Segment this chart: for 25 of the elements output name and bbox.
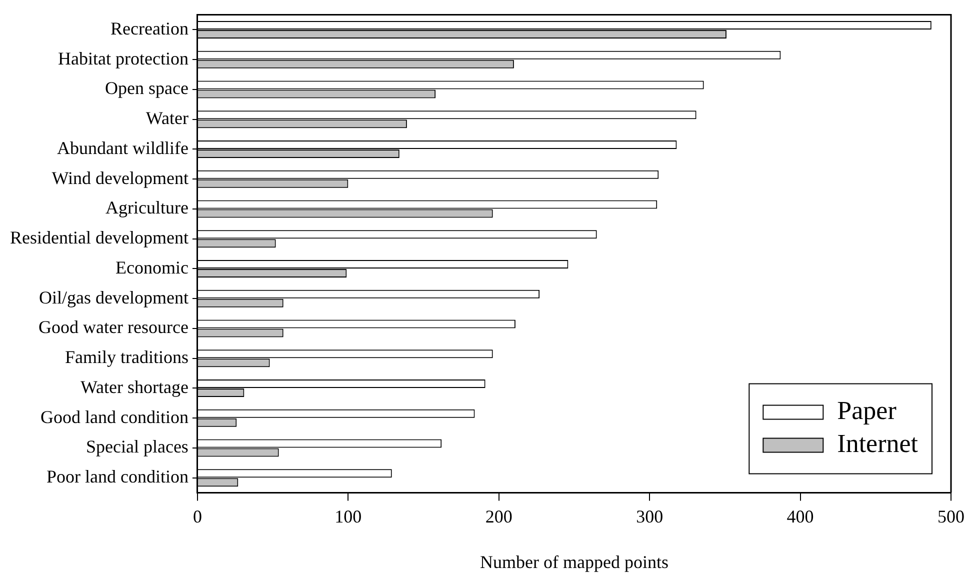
- y-tick-label: Good land condition: [40, 406, 188, 427]
- x-axis-title: Number of mapped points: [480, 552, 668, 572]
- text: Paper: [837, 396, 897, 426]
- x-tick-label: 400: [786, 506, 814, 526]
- y-tick-label: Abundant wildlife: [56, 138, 188, 158]
- y-tick-label: Poor land condition: [46, 466, 188, 487]
- y-tick-label: Wind development: [52, 168, 188, 188]
- y-tick-label: Family traditions: [64, 347, 188, 368]
- y-tick-label: Water: [146, 108, 188, 128]
- y-tick-label: Good water resource: [38, 317, 188, 338]
- y-tick-label: Habitat protection: [58, 48, 188, 68]
- y-tick-label: Open space: [104, 78, 188, 98]
- legend-label: Internet: [837, 429, 919, 458]
- x-tick-label: 300: [636, 506, 664, 526]
- x-tick-label: 100: [334, 506, 362, 526]
- y-tick-label: Water shortage: [80, 376, 188, 397]
- x-tick-label: 0: [192, 506, 202, 526]
- y-tick-label: Agriculture: [105, 198, 188, 218]
- y-tick-label: Special places: [86, 436, 188, 457]
- y-tick-label: Residential development: [10, 228, 188, 248]
- x-tick-label: 200: [485, 506, 512, 526]
- y-tick-label: Economic: [115, 257, 188, 278]
- y-tick-label: Recreation: [110, 18, 188, 38]
- x-tick-label: 500: [938, 506, 964, 526]
- y-tick-label: Oil/gas development: [38, 287, 188, 308]
